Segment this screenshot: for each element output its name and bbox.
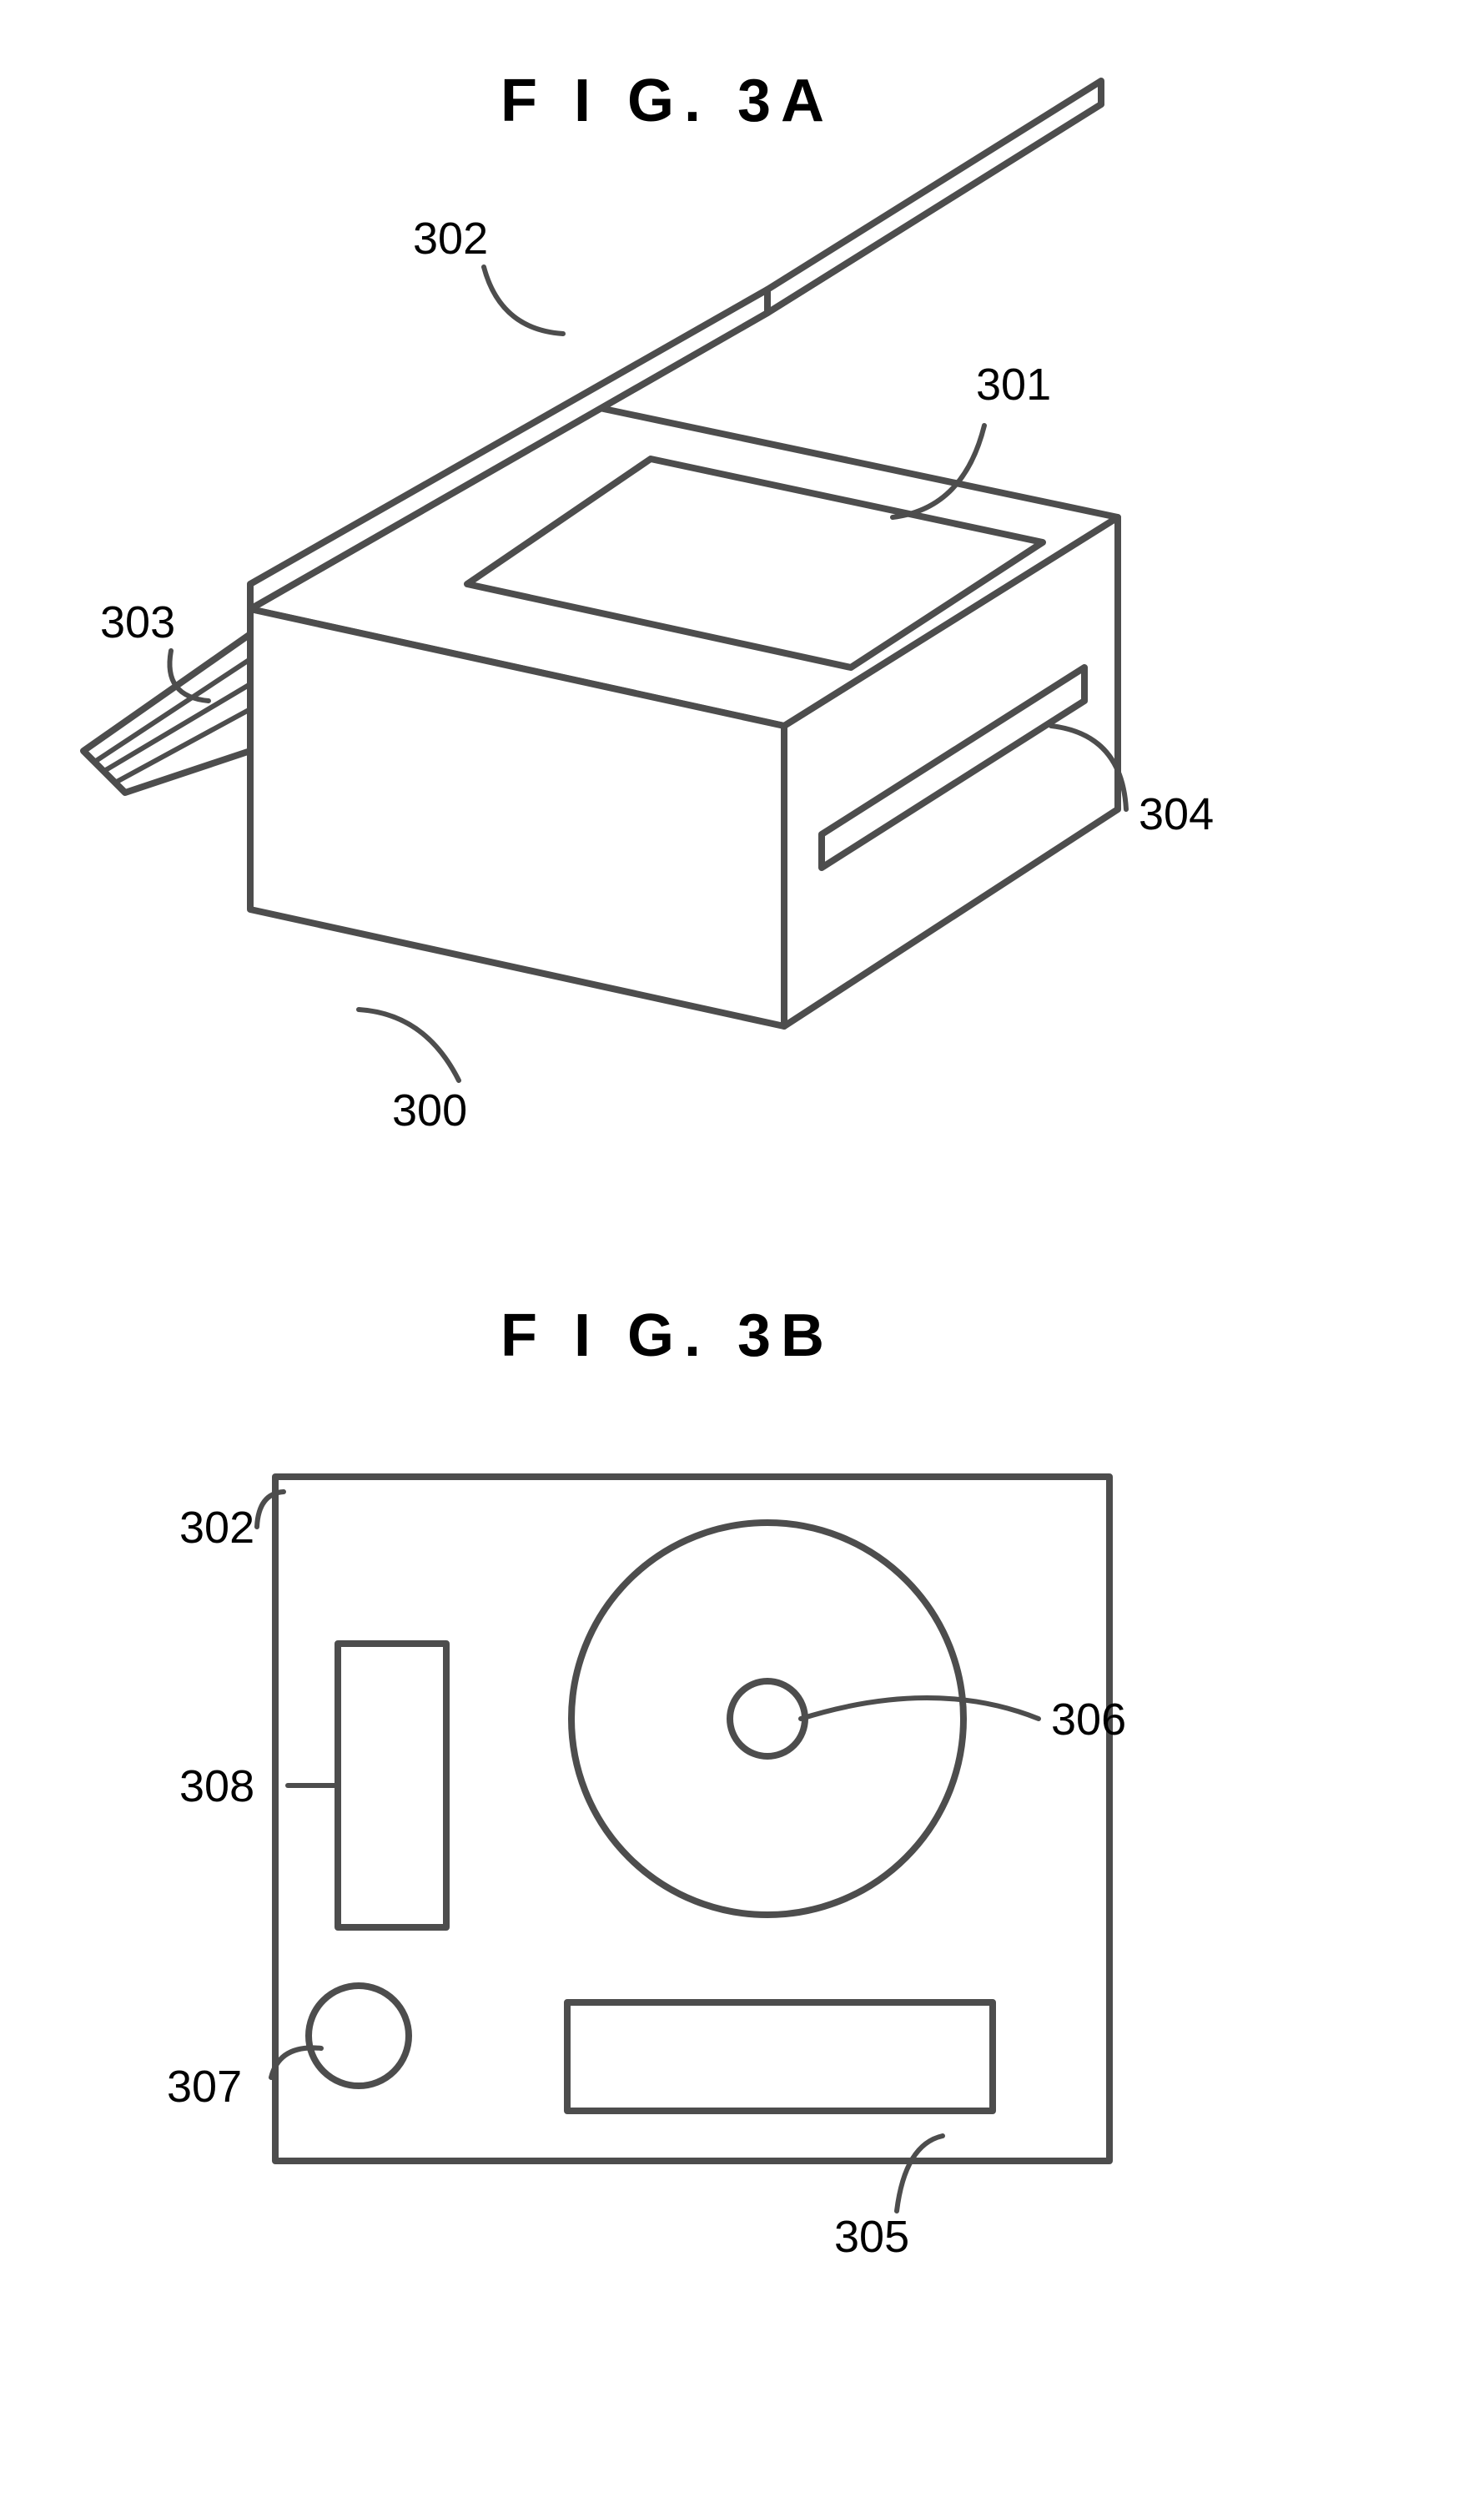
- dial-inner: [730, 1681, 805, 1756]
- rect-305: [567, 2002, 993, 2111]
- label-307: 307: [167, 2061, 242, 2113]
- figure-3b-title: F I G. 3B: [501, 1302, 834, 1370]
- label-302b: 302: [179, 1502, 254, 1554]
- figure-3a-drawing: [0, 0, 1484, 1252]
- label-308: 308: [179, 1760, 254, 1812]
- label-301: 301: [976, 359, 1051, 410]
- paper-tray: [83, 634, 250, 793]
- label-303: 303: [100, 597, 175, 648]
- rect-308: [338, 1644, 446, 1927]
- page: F I G. 3A F I G. 3B: [0, 0, 1484, 2375]
- button-307: [309, 1986, 409, 2086]
- label-302a: 302: [413, 213, 488, 264]
- label-306: 306: [1051, 1694, 1126, 1745]
- label-304: 304: [1139, 788, 1214, 840]
- label-305: 305: [834, 2211, 909, 2263]
- figure-3b-drawing: [0, 1418, 1484, 2503]
- label-300: 300: [392, 1085, 467, 1136]
